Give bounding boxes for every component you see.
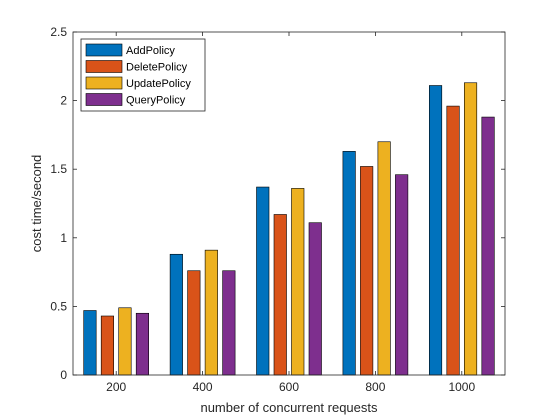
legend-label-deletepolicy: DeletePolicy <box>126 62 188 74</box>
x-tick-label: 800 <box>365 380 385 394</box>
x-axis-label: number of concurrent requests <box>200 400 378 415</box>
bar-updatepolicy-800 <box>377 141 391 376</box>
y-tick-label: 2 <box>60 94 67 108</box>
bar-deletepolicy-200 <box>100 315 114 376</box>
bar-addpolicy-800 <box>342 151 356 376</box>
bar-updatepolicy-1000 <box>463 82 478 376</box>
legend: AddPolicy DeletePolicy UpdatePolicy QueryPo… <box>80 38 206 112</box>
bar-addpolicy-400 <box>169 253 183 376</box>
bar-updatepolicy-200 <box>118 307 132 376</box>
legend-label-addpolicy: AddPolicy <box>126 45 175 57</box>
x-tick-label: 200 <box>106 380 126 394</box>
bar-querypolicy-400 <box>222 270 236 376</box>
bar-deletepolicy-1000 <box>446 105 460 376</box>
bar-querypolicy-1000 <box>481 116 495 376</box>
ticks-group: 0 0.5 1 1.5 2 2.5 200 400 600 800 1000 <box>50 25 505 394</box>
bars-group <box>83 82 495 376</box>
bar-deletepolicy-400 <box>187 270 201 376</box>
bar-addpolicy-200 <box>83 310 97 376</box>
y-axis-label: cost time/second <box>29 155 44 253</box>
x-tick-label: 600 <box>279 380 299 394</box>
y-tick-label: 0.5 <box>50 299 67 313</box>
bar-deletepolicy-800 <box>360 166 374 376</box>
bar-querypolicy-200 <box>135 312 149 376</box>
legend-swatch-deletepolicy <box>85 60 123 73</box>
bar-addpolicy-600 <box>256 186 270 376</box>
bar-querypolicy-600 <box>308 222 322 376</box>
y-tick-label: 0 <box>60 368 67 382</box>
y-tick-label: 1.5 <box>50 162 67 176</box>
legend-swatch-querypolicy <box>85 93 123 106</box>
y-tick-label: 1 <box>60 231 67 245</box>
legend-label-updatepolicy: UpdatePolicy <box>126 78 191 90</box>
x-tick-label: 1000 <box>448 380 475 394</box>
bar-deletepolicy-600 <box>273 214 287 376</box>
legend-swatch-addpolicy <box>85 43 123 57</box>
legend-swatch-updatepolicy <box>85 76 123 90</box>
bar-updatepolicy-400 <box>204 249 218 376</box>
legend-label-querypolicy: QueryPolicy <box>126 95 186 107</box>
bar-addpolicy-1000 <box>428 85 443 376</box>
bar-querypolicy-800 <box>395 174 409 376</box>
x-tick-label: 400 <box>193 380 213 394</box>
y-tick-label: 2.5 <box>50 25 67 39</box>
bar-updatepolicy-600 <box>291 188 305 376</box>
